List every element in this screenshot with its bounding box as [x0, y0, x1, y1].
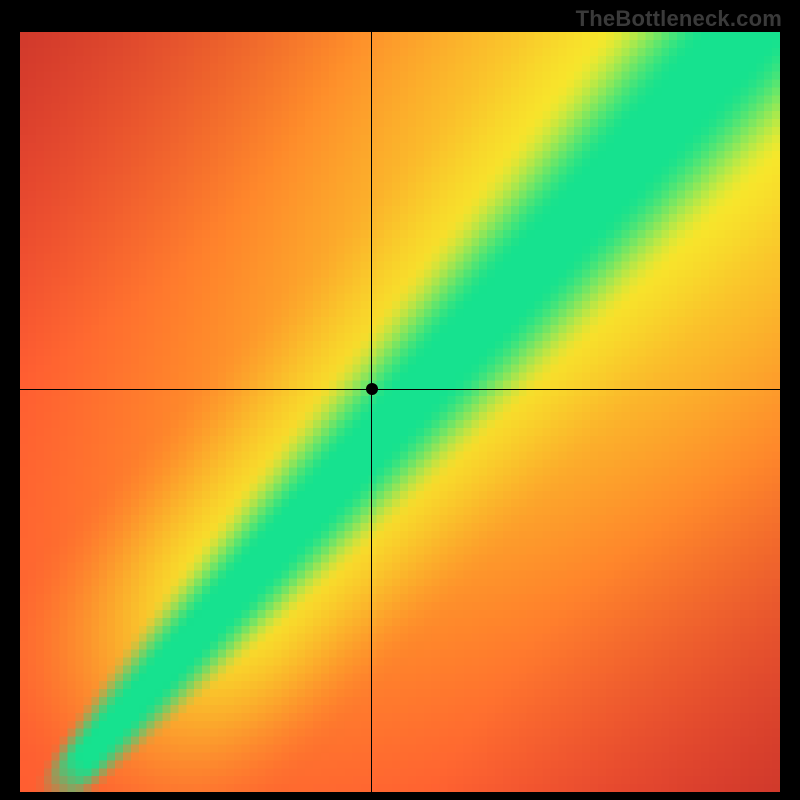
stage: TheBottleneck.com — [0, 0, 800, 800]
crosshair-horizontal — [20, 389, 780, 390]
crosshair-vertical — [371, 32, 372, 792]
watermark-text: TheBottleneck.com — [576, 6, 782, 32]
crosshair-point — [366, 383, 378, 395]
bottleneck-heatmap — [20, 32, 780, 792]
